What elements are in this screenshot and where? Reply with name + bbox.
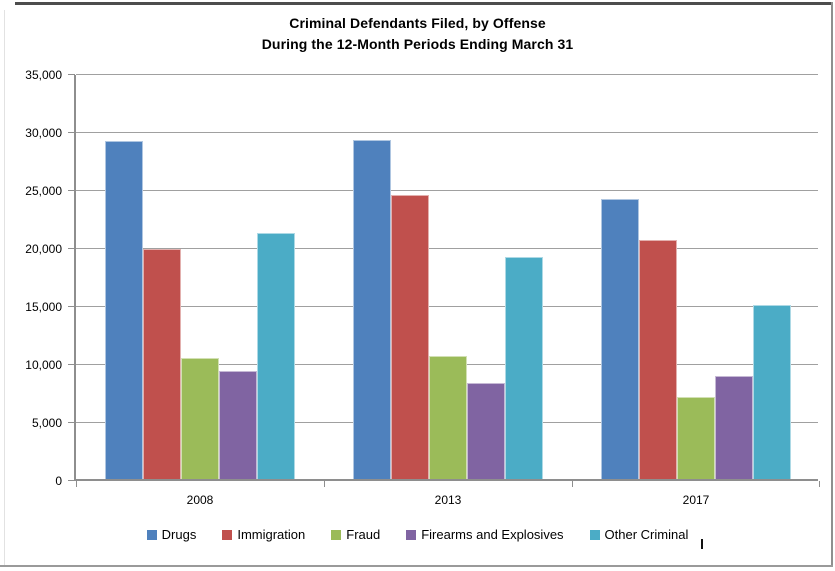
y-tick-label: 20,000 — [25, 242, 62, 256]
y-tick-label: 0 — [55, 474, 62, 488]
y-axis-tick — [68, 132, 75, 133]
bar-other-criminal-2008 — [257, 233, 295, 479]
chart-title: Criminal Defendants Filed, by Offense — [289, 15, 546, 31]
legend-label: Drugs — [161, 527, 197, 542]
gridline — [76, 306, 818, 307]
bar-group-2017 — [572, 75, 820, 479]
y-tick-label: 30,000 — [25, 126, 62, 140]
frame-border-right — [831, 2, 833, 567]
frame-border-left — [4, 10, 5, 565]
legend-swatch — [222, 529, 233, 540]
x-category-label: 2008 — [186, 493, 214, 507]
bar-fraud-2017 — [677, 397, 715, 479]
legend-item-fraud: Fraud — [331, 527, 380, 542]
legend-label: Other Criminal — [604, 527, 689, 542]
frame-border-top — [15, 2, 833, 5]
y-tick-label: 25,000 — [25, 184, 62, 198]
legend-item-immigration: Immigration — [222, 527, 305, 542]
bar-immigration-2008 — [143, 249, 181, 479]
gridline — [76, 190, 818, 191]
legend-item-firearms-and-explosives: Firearms and Explosives — [406, 527, 564, 542]
y-axis-tick — [68, 74, 75, 75]
chart-subtitle: During the 12-Month Periods Ending March… — [261, 36, 574, 52]
legend-item-other-criminal: Other Criminal — [589, 527, 689, 542]
legend-swatch — [331, 529, 342, 540]
x-axis-tick — [76, 481, 77, 487]
x-category-label: 2013 — [434, 493, 462, 507]
bar-firearms-and-explosives-2017 — [715, 376, 753, 479]
gridline — [76, 74, 818, 75]
bar-group-2008 — [76, 75, 324, 479]
y-tick-label: 15,000 — [25, 300, 62, 314]
x-axis-tick — [819, 481, 820, 487]
legend-swatch — [146, 529, 157, 540]
legend-label: Fraud — [346, 527, 381, 542]
plot-area: 0 5,000 10,000 15,000 20,000 25,000 30,000 35,0… — [25, 68, 820, 507]
x-axis-tick — [324, 481, 325, 487]
chart-title-block: Criminal Defendants Filed, by Offense Du… — [15, 13, 820, 55]
legend-item-drugs: Drugs — [146, 527, 197, 542]
gridline — [76, 248, 818, 249]
y-tick-label: 5,000 — [31, 416, 62, 430]
gridline — [76, 132, 818, 133]
bar-fraud-2013 — [429, 356, 467, 479]
y-tick-label: 35,000 — [25, 68, 62, 82]
x-category-label: 2017 — [682, 493, 710, 507]
bar-other-criminal-2013 — [505, 257, 543, 479]
y-axis-tick — [68, 480, 75, 481]
legend-label: Immigration — [237, 527, 306, 542]
bar-other-criminal-2017 — [753, 305, 791, 479]
y-axis-tick — [68, 306, 75, 307]
text-cursor — [701, 539, 703, 549]
y-tick-label: 10,000 — [25, 358, 62, 372]
y-axis-tick — [68, 248, 75, 249]
bar-drugs-2013 — [353, 140, 391, 479]
bar-drugs-2008 — [105, 141, 143, 479]
bar-immigration-2017 — [639, 240, 677, 479]
bar-firearms-and-explosives-2008 — [219, 371, 257, 479]
bar-drugs-2017 — [601, 199, 639, 479]
bar-group-2013 — [324, 75, 572, 479]
bar-fraud-2008 — [181, 358, 219, 479]
legend: Drugs Immigration Fraud Firearms and Explos… — [15, 527, 820, 542]
legend-swatch — [406, 529, 417, 540]
legend-label: Firearms and Explosives — [421, 527, 564, 542]
y-axis-tick — [68, 364, 75, 365]
y-axis-tick — [68, 190, 75, 191]
frame-border-bottom — [0, 565, 833, 567]
bar-firearms-and-explosives-2013 — [467, 383, 505, 479]
y-axis-tick — [68, 422, 75, 423]
bar-immigration-2013 — [391, 195, 429, 479]
x-axis-tick — [572, 481, 573, 487]
legend-swatch — [589, 529, 600, 540]
